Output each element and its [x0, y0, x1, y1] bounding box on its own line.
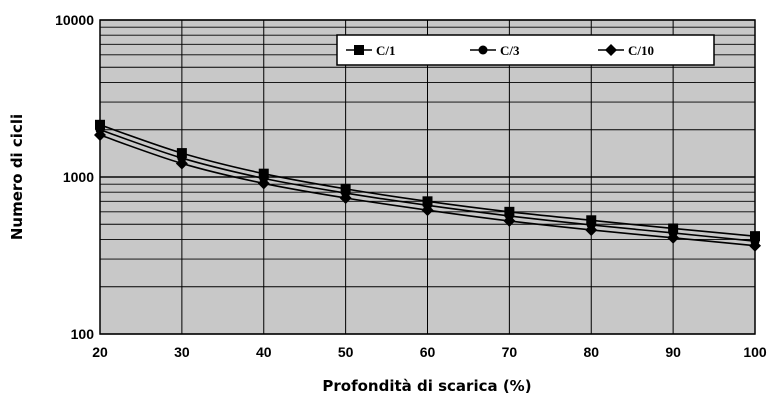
x-tick-label: 90: [665, 344, 681, 360]
y-tick-label: 100: [71, 326, 95, 342]
legend-entry: C/10: [598, 43, 654, 58]
legend-box: [336, 34, 715, 66]
data-point: [176, 148, 187, 159]
x-tick-label: 100: [743, 344, 767, 360]
legend-marker: [605, 44, 617, 56]
series-layer: [94, 119, 761, 252]
x-axis-title: Profondità di scarica (%): [322, 377, 531, 395]
legend-label: C/1: [376, 43, 396, 58]
x-tick-label: 20: [92, 344, 108, 360]
data-point: [586, 215, 597, 226]
legend-label: C/3: [500, 43, 520, 58]
data-point: [585, 223, 598, 236]
plot-frame: [99, 19, 756, 335]
legend-label: C/10: [628, 43, 654, 58]
x-tick-label: 70: [502, 344, 518, 360]
y-tick-label: 10000: [55, 12, 94, 28]
data-point: [667, 231, 680, 244]
data-point: [339, 191, 352, 204]
legend: C/1 C/3 C/10: [336, 34, 715, 66]
series-c-10: [94, 129, 761, 252]
y-tick-labels: 100 1000 10000: [55, 12, 94, 342]
x-tick-label: 40: [256, 344, 272, 360]
data-point: [258, 168, 269, 179]
data-point: [257, 177, 270, 190]
data-point: [503, 214, 516, 227]
legend-items: C/1 C/3 C/10: [346, 43, 654, 58]
x-tick-label: 80: [583, 344, 599, 360]
data-point: [175, 157, 188, 170]
legend-marker: [478, 45, 488, 55]
x-tick-label: 30: [174, 344, 190, 360]
x-tick-label: 50: [338, 344, 354, 360]
legend-marker: [354, 45, 364, 55]
legend-entry: C/3: [470, 43, 520, 58]
legend-entry: C/1: [346, 43, 396, 58]
x-tick-labels: 20 30 40 50 60 70 80 90 100: [92, 344, 767, 360]
y-axis-title: Numero di cicli: [8, 114, 26, 240]
x-tick-label: 60: [420, 344, 436, 360]
y-tick-label: 1000: [63, 169, 94, 185]
data-point: [421, 204, 434, 217]
grid: [99, 19, 756, 335]
